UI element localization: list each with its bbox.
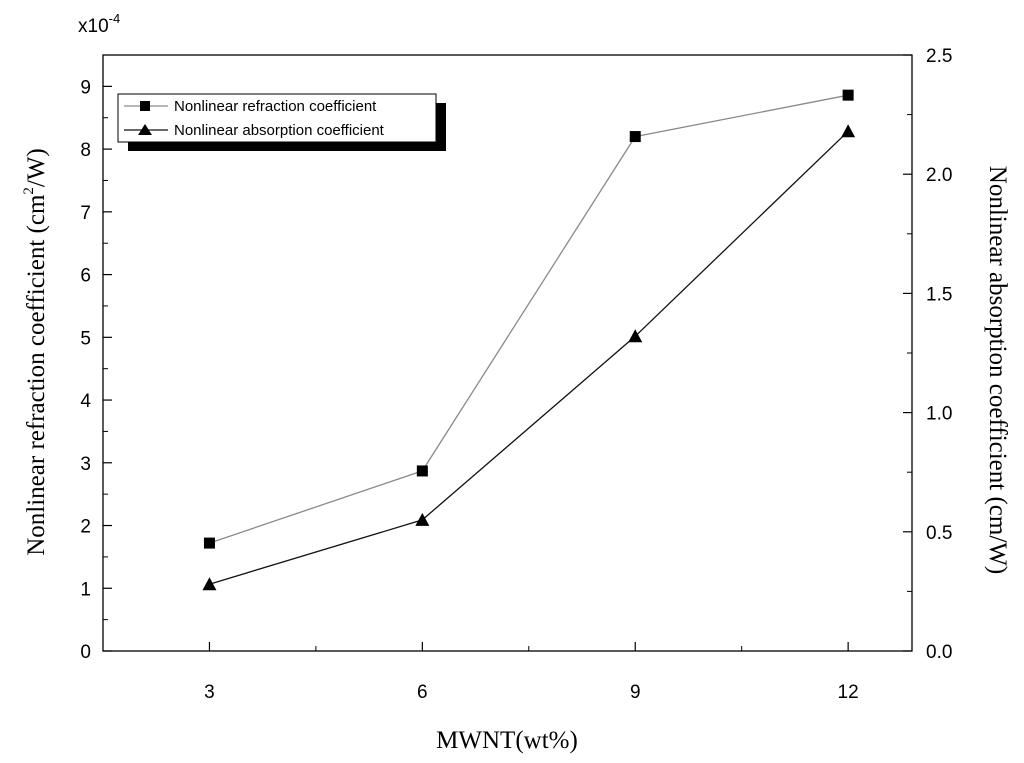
y-left-tick-label: 8 xyxy=(80,140,91,161)
series-line-absorption xyxy=(209,130,849,585)
series-lines xyxy=(209,94,849,585)
y-right-tick-label: 1.5 xyxy=(926,284,952,305)
x-tick-label: 6 xyxy=(417,682,428,703)
legend: Nonlinear refraction coefficient Nonline… xyxy=(117,93,446,151)
y-left-tick-label: 2 xyxy=(80,517,91,538)
legend-label-refraction: Nonlinear refraction coefficient xyxy=(174,98,377,115)
series-line-refraction xyxy=(209,94,849,544)
absorption-data-point xyxy=(628,329,643,343)
refraction-data-point xyxy=(416,465,428,477)
y-right-tick-label: 0.5 xyxy=(926,523,952,544)
y-right-tick-label: 2.5 xyxy=(926,46,952,67)
y-left-tick-label: 0 xyxy=(80,642,91,663)
y-left-tick-label: 4 xyxy=(80,391,91,412)
refraction-data-point xyxy=(203,537,215,549)
y-left-tick-label: 9 xyxy=(80,77,91,98)
x-tick-label: 12 xyxy=(838,682,859,703)
absorption-data-point xyxy=(415,512,430,526)
y-left-tick-label: 3 xyxy=(80,454,91,475)
y-left-multiplier: x10-4 xyxy=(78,11,120,37)
y-right-tick-label: 2.0 xyxy=(926,165,952,186)
y-left-axis-title: Nonlinear refraction coefficient (cm2/W) xyxy=(21,148,50,556)
x-tick-label: 3 xyxy=(204,682,215,703)
series-markers xyxy=(202,89,856,591)
absorption-data-point xyxy=(841,124,856,138)
y-left-tick-label: 1 xyxy=(80,579,91,600)
legend-label-absorption: Nonlinear absorption coefficient xyxy=(174,122,385,139)
y-left-tick-label: 5 xyxy=(80,328,91,349)
legend-marker-triangle xyxy=(138,124,152,135)
legend-marker-square xyxy=(140,101,150,111)
refraction-data-point xyxy=(842,89,854,101)
y-right-axis-title: Nonlinear absorption coefficient (cm/W) xyxy=(984,166,1011,574)
y-left-tick-label: 6 xyxy=(80,266,91,287)
y-left-tick-label: 7 xyxy=(80,203,91,224)
x-axis-title: MWNT(wt%) xyxy=(436,727,578,754)
x-tick-label: 9 xyxy=(630,682,641,703)
absorption-data-point xyxy=(202,577,217,591)
refraction-data-point xyxy=(629,131,641,143)
legend-box xyxy=(117,93,437,143)
y-right-tick-label: 1.0 xyxy=(926,404,952,425)
y-right-tick-label: 0.0 xyxy=(926,642,952,663)
